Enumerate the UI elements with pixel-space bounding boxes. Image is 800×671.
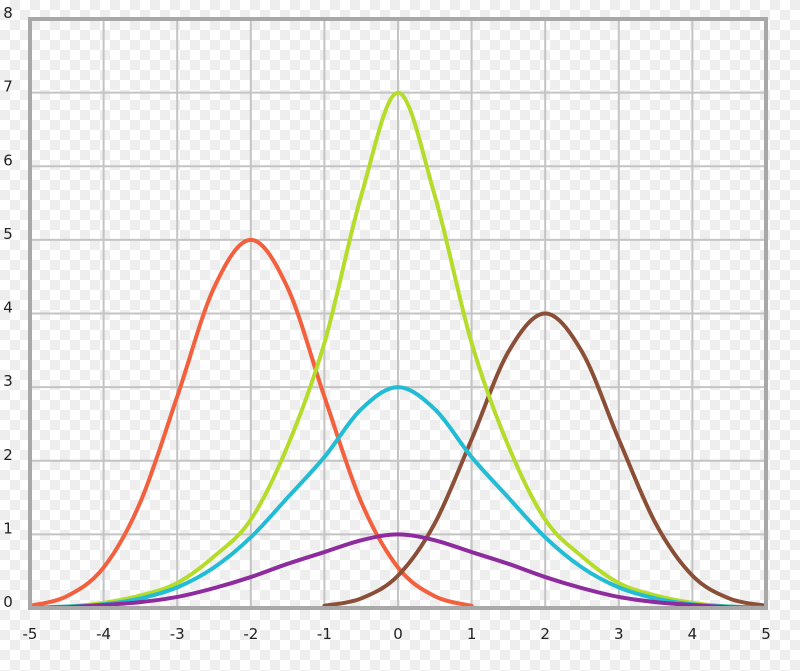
series-line-4 — [28, 532, 768, 610]
series-line-2 — [28, 90, 768, 610]
y-tick-label: 3 — [3, 372, 13, 390]
y-tick-label: 5 — [3, 225, 13, 243]
series-line-3 — [28, 385, 768, 610]
x-tick-label: -3 — [170, 625, 185, 643]
series-line-1 — [322, 311, 768, 608]
y-tick-label: 8 — [3, 4, 13, 22]
plot-frame — [28, 17, 768, 610]
y-tick-label: 1 — [3, 519, 13, 537]
x-tick-label: 4 — [688, 625, 698, 643]
y-tick-label: 2 — [3, 446, 13, 464]
series-line-0 — [28, 237, 474, 608]
x-tick-label: 3 — [614, 625, 624, 643]
x-tick-label: 5 — [761, 625, 771, 643]
x-tick-label: -1 — [317, 625, 332, 643]
series-group — [28, 90, 768, 610]
x-tick-label: 0 — [393, 625, 403, 643]
x-tick-label: 1 — [467, 625, 477, 643]
x-tick-label: -5 — [23, 625, 38, 643]
y-tick-label: 4 — [3, 299, 13, 317]
y-tick-label: 7 — [3, 78, 13, 96]
y-tick-label: 0 — [3, 593, 13, 611]
y-tick-label: 6 — [3, 151, 13, 169]
x-tick-label: 2 — [540, 625, 550, 643]
x-tick-label: -4 — [96, 625, 111, 643]
x-axis-ticks: -5 -4 -3 -2 -1 0 1 2 3 4 5 — [23, 625, 771, 643]
x-tick-label: -2 — [243, 625, 258, 643]
y-axis-ticks: 0 1 2 3 4 5 6 7 8 — [3, 4, 13, 611]
